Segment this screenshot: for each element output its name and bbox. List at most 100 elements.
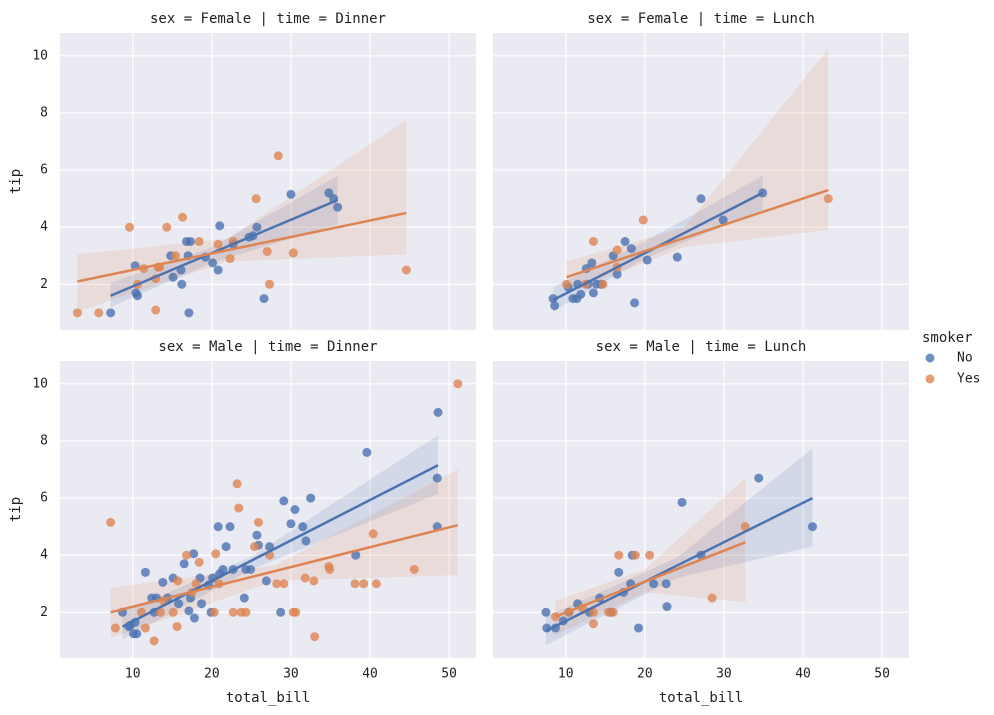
x-tick-label: 30 — [716, 667, 732, 682]
regression-line — [110, 198, 339, 297]
data-point — [301, 536, 311, 546]
data-point — [433, 407, 443, 417]
legend-marker — [925, 353, 935, 363]
data-point — [174, 599, 184, 609]
data-point — [110, 623, 120, 633]
data-point — [608, 607, 618, 617]
data-point — [213, 522, 223, 532]
x-tick-label: 20 — [204, 667, 220, 682]
data-point — [642, 255, 652, 265]
legend-title: smoker — [922, 330, 973, 346]
data-point — [125, 222, 135, 232]
panel-title: sex = Female | time = Dinner — [150, 11, 386, 27]
y-tick-label: 8 — [40, 433, 48, 448]
data-point — [252, 222, 262, 232]
data-point — [649, 579, 659, 589]
data-point — [638, 215, 648, 225]
regression-line — [545, 496, 814, 632]
data-point — [215, 221, 225, 231]
panel-title: sex = Male | time = Dinner — [158, 339, 377, 355]
data-point — [309, 576, 319, 586]
confidence-band — [566, 48, 829, 293]
data-point — [401, 265, 411, 275]
data-point — [155, 607, 165, 617]
y-tick-label: 2 — [40, 605, 48, 620]
legend-label: Yes — [957, 372, 980, 387]
data-point — [72, 308, 82, 318]
data-point — [630, 550, 640, 560]
data-point — [208, 258, 218, 268]
data-point — [548, 294, 558, 304]
x-axis-label: total_bill — [226, 690, 310, 706]
data-point — [191, 579, 201, 589]
data-point — [170, 251, 180, 261]
data-point — [432, 473, 442, 483]
data-point — [696, 194, 706, 204]
data-point — [225, 522, 235, 532]
data-point — [677, 497, 687, 507]
confidence-band — [110, 175, 338, 308]
data-point — [132, 629, 142, 639]
regression-line — [121, 464, 439, 628]
y-tick-label: 4 — [40, 220, 48, 235]
y-axis-label: tip — [8, 169, 24, 194]
confidence-band — [110, 469, 458, 639]
data-point — [614, 567, 624, 577]
data-point — [133, 291, 143, 301]
data-point — [634, 623, 644, 633]
data-point — [182, 550, 192, 560]
data-point — [276, 607, 286, 617]
data-point — [234, 503, 244, 513]
data-point — [588, 288, 598, 298]
data-point — [286, 189, 296, 199]
y-tick-label: 10 — [32, 376, 48, 391]
data-point — [288, 248, 298, 258]
data-point — [241, 607, 251, 617]
regression-line — [110, 523, 459, 614]
data-point — [351, 550, 361, 560]
data-point — [189, 549, 199, 559]
data-point — [246, 564, 256, 574]
data-point — [232, 479, 242, 489]
data-point — [239, 593, 249, 603]
data-point — [261, 576, 271, 586]
data-point — [259, 294, 269, 304]
data-point — [718, 215, 728, 225]
data-point — [645, 550, 655, 560]
data-point — [707, 593, 717, 603]
data-point — [740, 522, 750, 532]
data-point — [630, 298, 640, 308]
data-point — [620, 236, 630, 246]
x-tick-label: 40 — [362, 667, 378, 682]
data-point — [541, 607, 551, 617]
legend-label: No — [957, 351, 973, 366]
data-point — [612, 269, 622, 279]
confidence-band — [553, 175, 763, 312]
data-point — [290, 505, 300, 514]
data-point — [359, 579, 369, 589]
data-point — [662, 602, 672, 612]
data-point — [252, 530, 262, 540]
data-point — [262, 246, 272, 256]
data-point — [197, 599, 207, 609]
data-point — [265, 279, 275, 289]
data-point — [562, 279, 572, 289]
data-point — [272, 579, 282, 589]
data-point — [279, 496, 289, 506]
data-point — [453, 379, 463, 389]
data-point — [576, 289, 586, 299]
data-point — [598, 279, 608, 289]
data-point — [588, 236, 598, 246]
x-tick-label: 50 — [874, 667, 890, 682]
data-point — [254, 517, 264, 527]
data-point — [209, 607, 219, 617]
x-tick-label: 40 — [795, 667, 811, 682]
data-point — [661, 579, 671, 589]
data-point — [168, 607, 178, 617]
data-point — [286, 519, 296, 529]
data-point — [184, 606, 194, 616]
data-point — [368, 529, 378, 539]
y-tick-label: 6 — [40, 163, 48, 178]
data-point — [189, 613, 199, 623]
